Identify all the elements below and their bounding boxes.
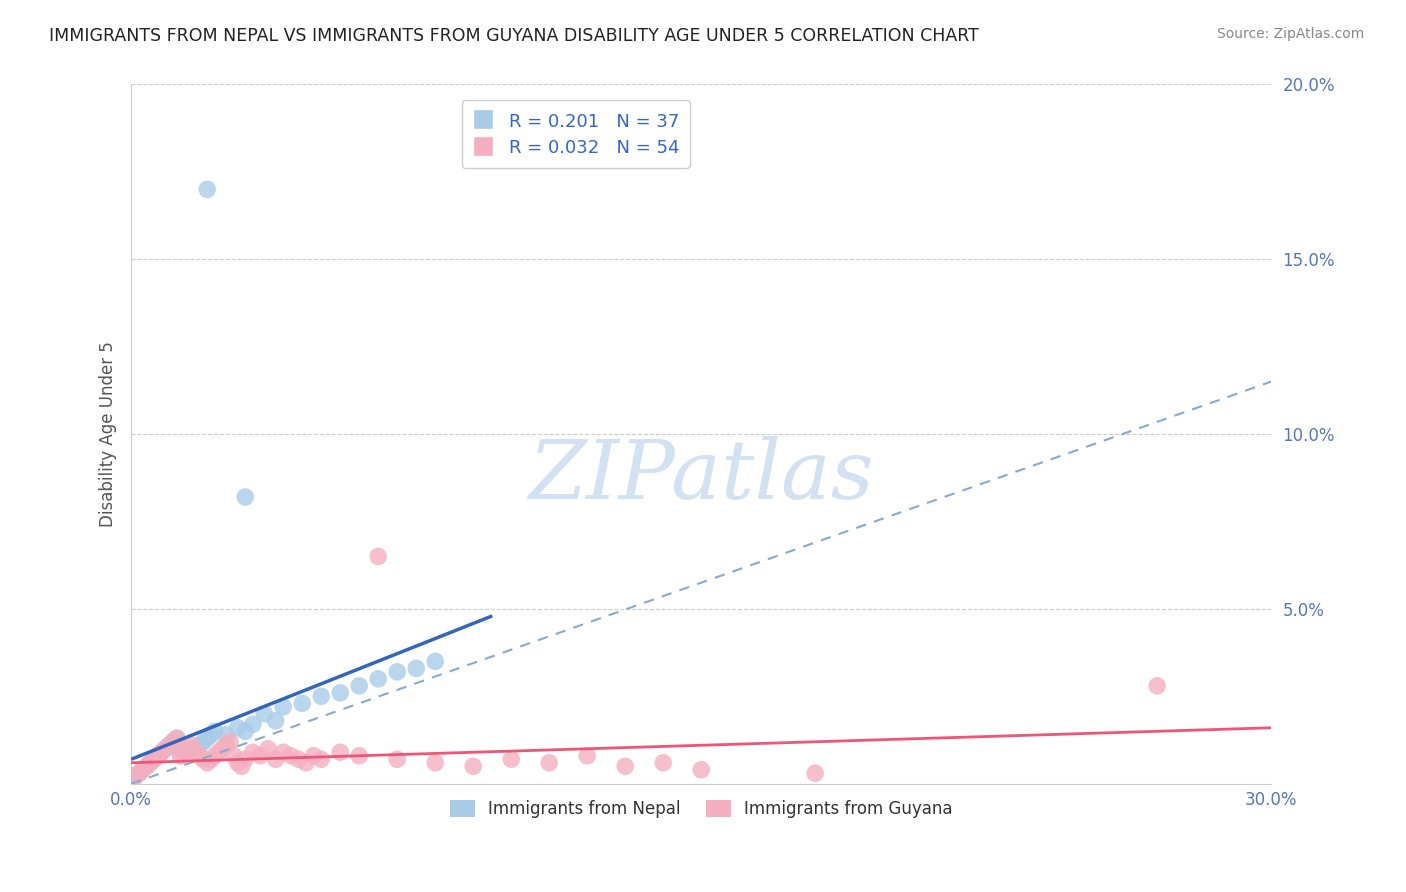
Point: [405, 661, 427, 675]
Point: [233, 752, 256, 766]
Point: [329, 745, 352, 759]
Point: [652, 756, 675, 770]
Point: [347, 748, 370, 763]
Point: [231, 759, 253, 773]
Point: [204, 724, 226, 739]
Point: [222, 748, 245, 763]
Point: [166, 731, 188, 746]
Point: [169, 748, 191, 763]
Point: [195, 731, 218, 746]
Point: [146, 748, 169, 763]
Point: [200, 728, 222, 742]
Point: [295, 756, 318, 770]
Point: [181, 741, 204, 756]
Point: [135, 759, 157, 773]
Point: [280, 748, 302, 763]
Point: [124, 770, 146, 784]
Point: [233, 490, 256, 504]
Point: [264, 752, 287, 766]
Point: [309, 690, 332, 704]
Point: [131, 763, 153, 777]
Point: [193, 752, 215, 766]
Point: [157, 739, 180, 753]
Point: [204, 748, 226, 763]
Point: [302, 748, 325, 763]
Point: [538, 756, 561, 770]
Point: [804, 766, 827, 780]
Point: [291, 696, 314, 710]
Point: [146, 748, 169, 763]
Point: [257, 741, 280, 756]
Point: [242, 717, 264, 731]
Point: [367, 549, 389, 564]
Point: [150, 745, 173, 759]
Point: [233, 724, 256, 739]
Point: [329, 686, 352, 700]
Point: [271, 745, 294, 759]
Point: [242, 745, 264, 759]
Point: [188, 739, 211, 753]
Point: [347, 679, 370, 693]
Text: IMMIGRANTS FROM NEPAL VS IMMIGRANTS FROM GUYANA DISABILITY AGE UNDER 5 CORRELATI: IMMIGRANTS FROM NEPAL VS IMMIGRANTS FROM…: [49, 27, 979, 45]
Point: [614, 759, 637, 773]
Point: [128, 766, 150, 780]
Point: [162, 735, 184, 749]
Point: [143, 752, 166, 766]
Point: [200, 752, 222, 766]
Point: [184, 745, 207, 759]
Point: [155, 741, 177, 756]
Point: [195, 182, 218, 196]
Point: [131, 763, 153, 777]
Legend: Immigrants from Nepal, Immigrants from Guyana: Immigrants from Nepal, Immigrants from G…: [443, 793, 959, 824]
Point: [287, 752, 309, 766]
Point: [195, 756, 218, 770]
Point: [157, 739, 180, 753]
Text: ZIPatlas: ZIPatlas: [529, 436, 875, 516]
Point: [226, 721, 249, 735]
Point: [219, 735, 242, 749]
Point: [425, 654, 447, 668]
Point: [208, 745, 231, 759]
Point: [226, 756, 249, 770]
Y-axis label: Disability Age Under 5: Disability Age Under 5: [100, 341, 117, 527]
Point: [139, 756, 162, 770]
Point: [264, 714, 287, 728]
Point: [387, 752, 409, 766]
Point: [177, 745, 200, 759]
Point: [463, 759, 485, 773]
Point: [124, 770, 146, 784]
Point: [387, 665, 409, 679]
Point: [690, 763, 713, 777]
Point: [249, 748, 271, 763]
Point: [155, 741, 177, 756]
Point: [309, 752, 332, 766]
Point: [188, 748, 211, 763]
Point: [215, 739, 238, 753]
Point: [128, 766, 150, 780]
Text: Source: ZipAtlas.com: Source: ZipAtlas.com: [1216, 27, 1364, 41]
Point: [139, 756, 162, 770]
Point: [215, 728, 238, 742]
Point: [211, 741, 233, 756]
Point: [367, 672, 389, 686]
Point: [177, 741, 200, 756]
Point: [253, 706, 276, 721]
Point: [173, 745, 195, 759]
Point: [181, 739, 204, 753]
Point: [1146, 679, 1168, 693]
Point: [425, 756, 447, 770]
Point: [166, 731, 188, 746]
Point: [271, 699, 294, 714]
Point: [193, 735, 215, 749]
Point: [162, 735, 184, 749]
Point: [169, 748, 191, 763]
Point: [150, 745, 173, 759]
Point: [501, 752, 523, 766]
Point: [135, 759, 157, 773]
Point: [576, 748, 599, 763]
Point: [143, 752, 166, 766]
